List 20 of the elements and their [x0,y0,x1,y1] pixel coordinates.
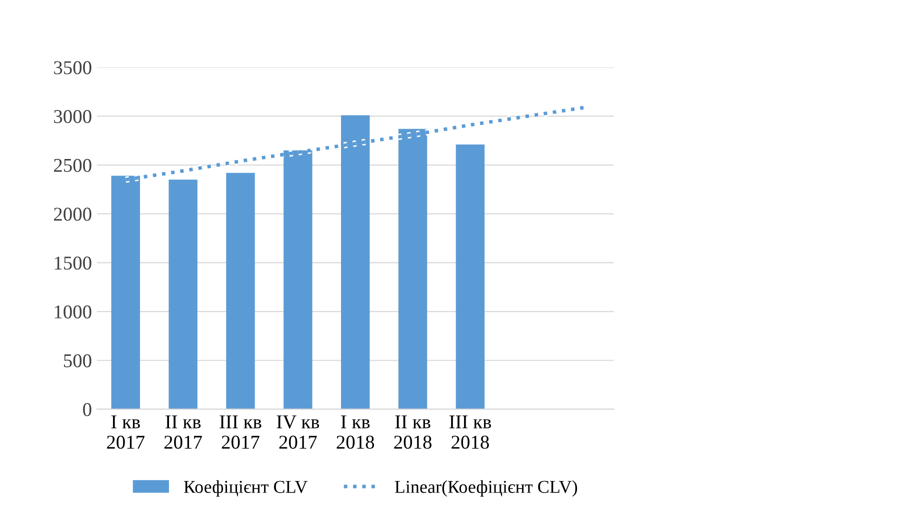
x-tick-label: II кв 2017 [164,416,202,449]
x-tick-label: IV кв 2017 [276,416,320,449]
bar [456,144,485,410]
x-tick-label: III кв 2017 [220,416,262,449]
y-tick-label: 1000 [54,305,92,318]
y-tick-label: 0 [83,403,92,416]
y-tick-label: 2000 [54,208,92,221]
x-tick-label: I кв 2017 [107,416,145,449]
x-tick-label: I кв 2018 [336,416,374,449]
x-tick-label: III кв 2018 [449,416,492,449]
bar [168,180,198,410]
y-tick-label: 2500 [54,158,92,172]
legend-label: Linear(Коефіцієнт CLV) [394,480,578,497]
y-tick-label: 1500 [54,256,92,270]
bar [226,172,255,410]
legend-label: Коефіцієнт CLV [184,480,308,497]
y-tick-label: 3000 [54,110,92,124]
y-tick-label: 3500 [54,61,92,74]
y-tick-label: 500 [64,354,92,368]
x-tick-label: II кв 2018 [394,416,432,449]
